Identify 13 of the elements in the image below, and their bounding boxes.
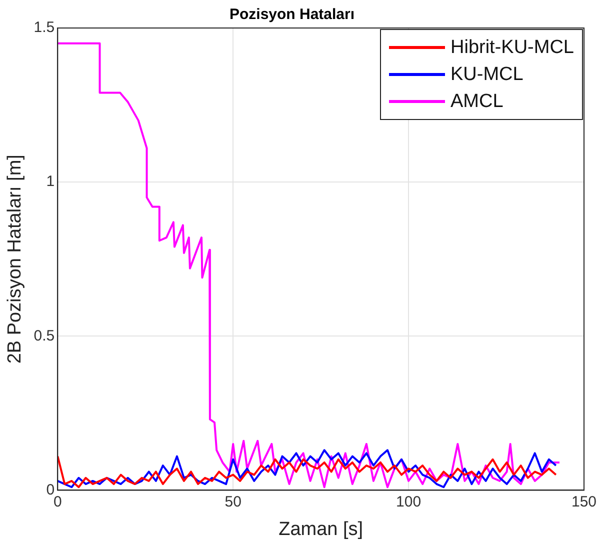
x-tick-label: 100 bbox=[396, 493, 422, 510]
legend-label: Hibrit-KU-MCL bbox=[450, 36, 574, 58]
x-tick-label: 50 bbox=[224, 493, 242, 510]
legend-label: KU-MCL bbox=[450, 64, 524, 86]
y-tick-label: 0 bbox=[46, 481, 55, 498]
chart-title: Pozisyon Hataları bbox=[229, 6, 355, 24]
x-axis-title: Zaman [s] bbox=[278, 518, 364, 540]
y-axis-title: 2B Pozisyon Hataları [m] bbox=[4, 154, 26, 364]
legend-label: AMCL bbox=[450, 90, 504, 112]
y-tick-label: 1 bbox=[46, 173, 55, 190]
y-tick-label: 1.5 bbox=[34, 19, 55, 36]
x-tick-label: 150 bbox=[571, 493, 597, 510]
y-tick-label: 0.5 bbox=[34, 327, 55, 344]
